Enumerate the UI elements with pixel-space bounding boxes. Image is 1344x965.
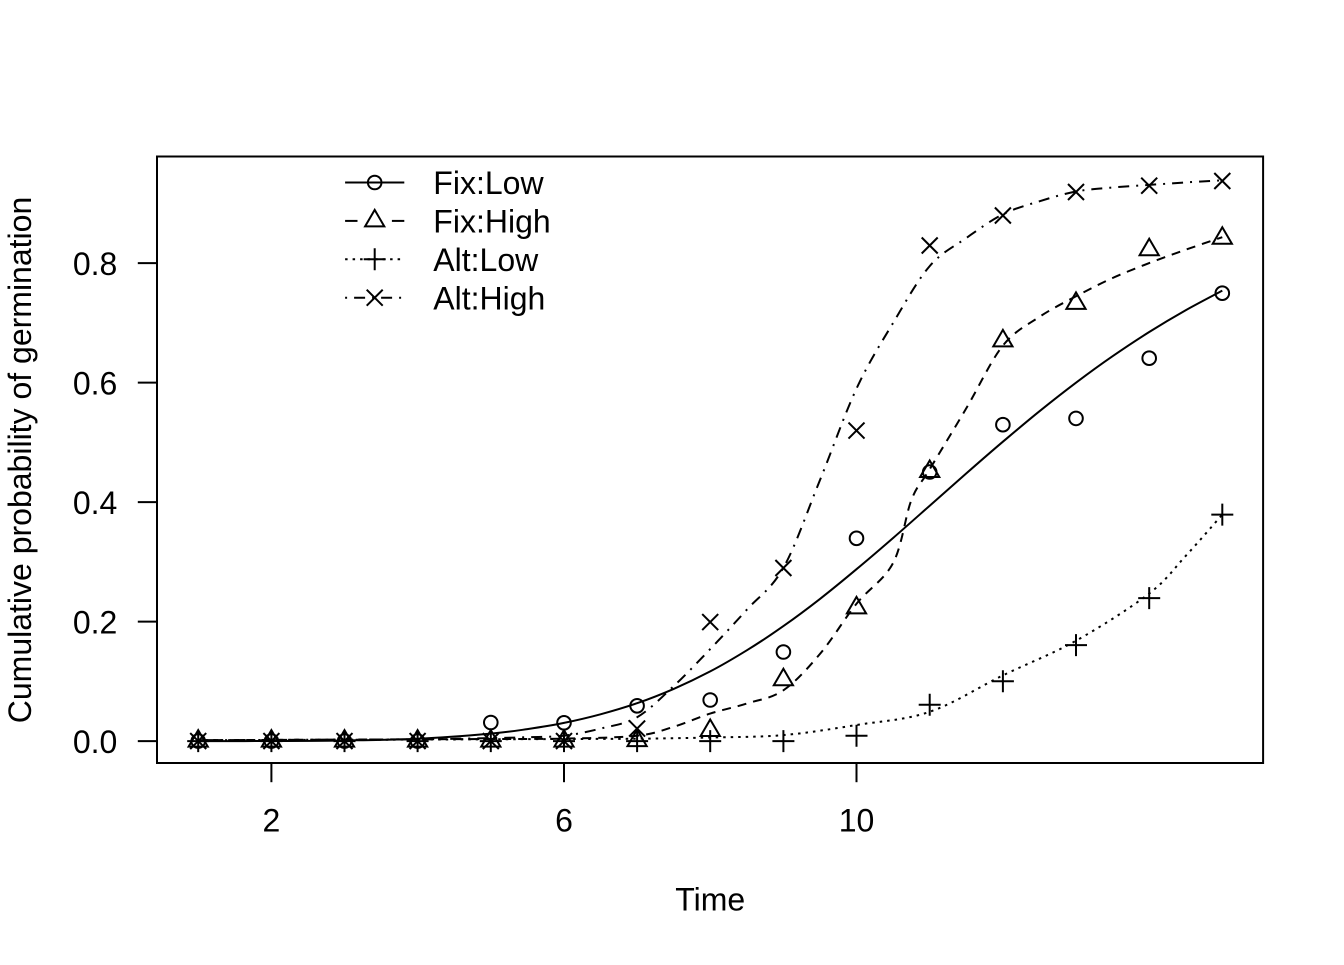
svg-text:Cumulative probability of germ: Cumulative probability of germination (2, 197, 38, 723)
svg-text:2: 2 (263, 803, 281, 839)
svg-text:10: 10 (839, 803, 875, 839)
svg-text:Alt:High: Alt:High (433, 280, 545, 316)
svg-text:0.8: 0.8 (73, 246, 117, 282)
svg-text:0.0: 0.0 (73, 724, 117, 760)
svg-text:Time: Time (675, 882, 745, 918)
svg-text:0.2: 0.2 (73, 604, 117, 640)
svg-text:Fix:High: Fix:High (433, 204, 550, 240)
svg-text:0.4: 0.4 (73, 485, 117, 521)
svg-text:6: 6 (555, 803, 573, 839)
svg-text:0.6: 0.6 (73, 365, 117, 401)
svg-text:Alt:Low: Alt:Low (433, 242, 539, 278)
svg-text:Fix:Low: Fix:Low (433, 165, 544, 201)
